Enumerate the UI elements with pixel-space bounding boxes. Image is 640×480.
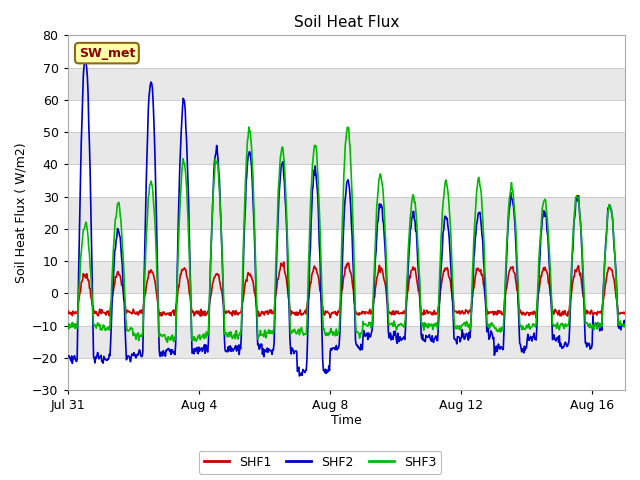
SHF1	[326, 315, 334, 321]
Bar	[68, 36, 625, 68]
Bar	[68, 197, 625, 229]
SHF2	[401, 336, 408, 342]
SHF3	[64, 324, 72, 329]
SHF3	[245, 124, 253, 130]
SHF1	[492, 309, 499, 314]
SHF2	[621, 323, 629, 328]
Legend: SHF1, SHF2, SHF3: SHF1, SHF2, SHF3	[199, 451, 441, 474]
SHF3	[164, 339, 172, 345]
SHF1	[177, 272, 184, 277]
SHF2	[492, 349, 499, 355]
SHF2	[128, 351, 136, 357]
Bar	[68, 132, 625, 164]
SHF3	[177, 181, 185, 187]
Text: SW_met: SW_met	[79, 47, 135, 60]
SHF3	[492, 325, 499, 331]
Y-axis label: Soil Heat Flux ( W/m2): Soil Heat Flux ( W/m2)	[15, 143, 28, 283]
Bar	[68, 325, 625, 358]
SHF1	[354, 312, 362, 317]
SHF1	[280, 259, 287, 265]
SHF2	[81, 53, 89, 59]
SHF1	[64, 307, 72, 313]
SHF2	[296, 373, 303, 379]
SHF3	[139, 328, 147, 334]
Bar	[68, 358, 625, 390]
SHF3	[401, 320, 408, 326]
SHF3	[621, 322, 629, 327]
SHF3	[127, 325, 135, 331]
SHF1	[621, 311, 629, 317]
SHF3	[354, 329, 362, 335]
Bar	[68, 293, 625, 325]
X-axis label: Time: Time	[331, 414, 362, 427]
Line: SHF3: SHF3	[68, 127, 625, 342]
Line: SHF1: SHF1	[68, 262, 625, 318]
Bar	[68, 261, 625, 293]
SHF2	[354, 342, 362, 348]
SHF1	[401, 311, 408, 316]
SHF1	[127, 310, 135, 316]
SHF2	[64, 353, 72, 359]
Bar	[68, 164, 625, 197]
SHF2	[140, 311, 147, 317]
SHF2	[177, 131, 185, 137]
Bar	[68, 229, 625, 261]
Line: SHF2: SHF2	[68, 56, 625, 376]
Bar	[68, 100, 625, 132]
Title: Soil Heat Flux: Soil Heat Flux	[294, 15, 399, 30]
SHF1	[139, 310, 147, 315]
Bar	[68, 68, 625, 100]
